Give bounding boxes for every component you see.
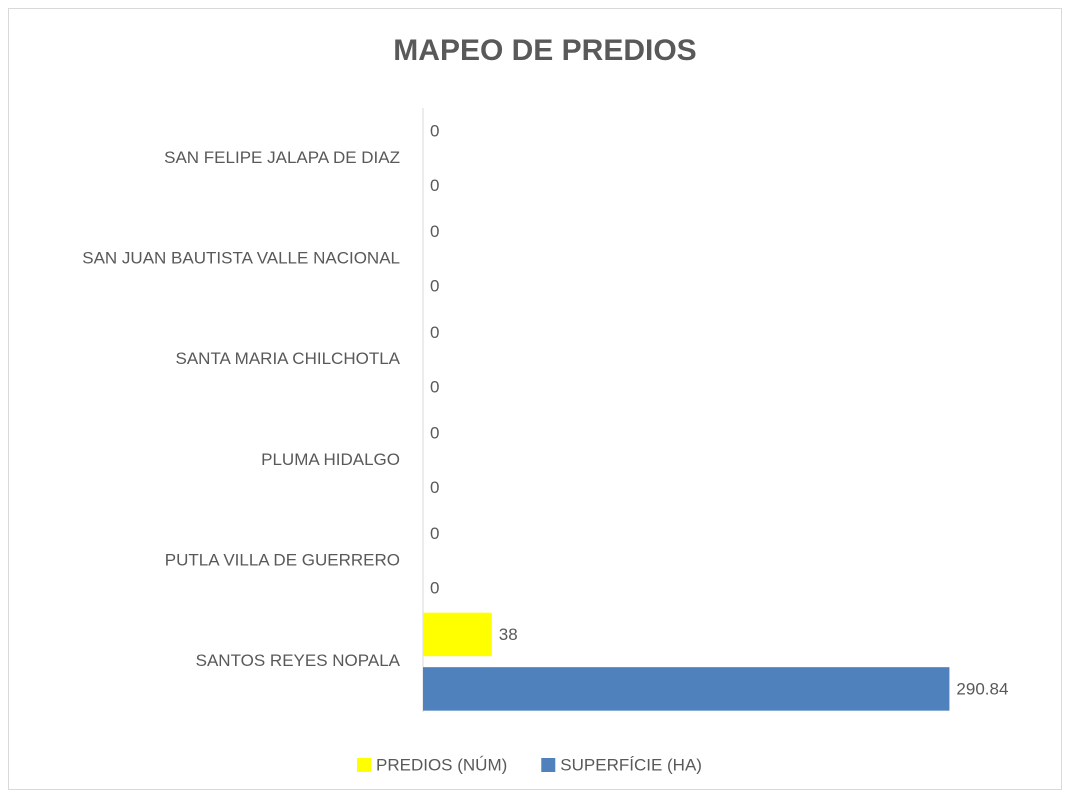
bar <box>423 612 492 657</box>
value-label: 0 <box>430 277 439 296</box>
value-label: 38 <box>499 625 518 644</box>
legend-swatch <box>541 758 556 772</box>
legend-label: PREDIOS (NÚM) <box>376 755 507 774</box>
category-label: PUTLA VILLA DE GUERRERO <box>165 550 400 569</box>
legend-swatch <box>357 758 371 772</box>
value-label: 0 <box>430 176 439 195</box>
value-label: 290.84 <box>956 679 1008 698</box>
chart-title: MAPEO DE PREDIOS <box>393 34 696 67</box>
category-label: SAN JUAN BAUTISTA VALLE NACIONAL <box>82 248 400 267</box>
value-label: 0 <box>430 323 439 342</box>
value-label: 0 <box>430 478 439 497</box>
value-label: 0 <box>430 524 439 543</box>
category-label: SANTA MARIA CHILCHOTLA <box>175 349 400 368</box>
bar <box>423 667 950 711</box>
value-label: 0 <box>430 222 439 241</box>
value-label: 0 <box>430 579 439 598</box>
value-label: 0 <box>430 122 439 141</box>
chart-border <box>8 8 1062 790</box>
value-label: 0 <box>430 377 439 396</box>
category-label: PLUMA HIDALGO <box>261 450 400 469</box>
legend-label: SUPERFÍCIE (HA) <box>560 755 702 774</box>
category-label: SANTOS REYES NOPALA <box>196 651 401 670</box>
category-label: SAN FELIPE JALAPA DE DIAZ <box>164 148 400 167</box>
value-label: 0 <box>430 424 439 443</box>
